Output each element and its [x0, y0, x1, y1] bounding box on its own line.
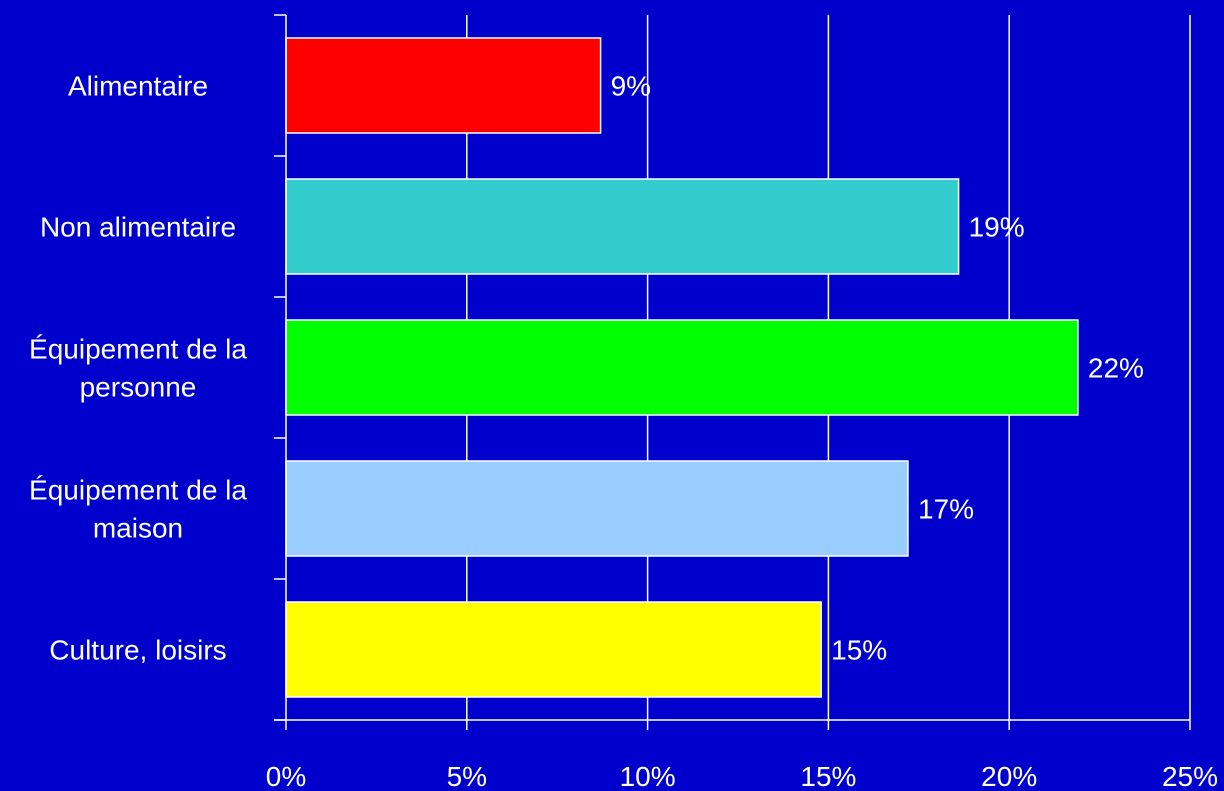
- category-label-2: Équipement de la personne: [29, 334, 247, 403]
- category-label-line: Culture, loisirs: [49, 635, 226, 666]
- bar-2: [285, 319, 1079, 416]
- data-label-1: 19%: [969, 212, 1025, 243]
- x-tick-label-5: 5%: [447, 761, 487, 791]
- category-label-4: Culture, loisirs: [49, 635, 226, 666]
- category-label-line: Équipement de la: [29, 475, 247, 506]
- x-tick-label-20: 20%: [981, 761, 1037, 791]
- bar-4: [285, 601, 822, 698]
- x-tick-label-15: 15%: [800, 761, 856, 791]
- bar-1: [285, 178, 960, 275]
- category-label-line: Non alimentaire: [40, 212, 236, 243]
- x-tick-label-0: 0%: [266, 761, 306, 791]
- data-label-0: 9%: [611, 71, 651, 102]
- category-label-line: Alimentaire: [68, 71, 208, 102]
- category-label-line: Équipement de la: [29, 334, 247, 365]
- category-label-0: Alimentaire: [68, 71, 208, 102]
- data-label-3: 17%: [918, 494, 974, 525]
- category-label-line: personne: [80, 372, 197, 403]
- category-label-3: Équipement de la maison: [29, 475, 247, 544]
- labels: 9% 19% 22% 17% 15% 0% 5% 10% 15% 20% 25% Alimentair…: [29, 71, 1218, 791]
- data-label-2: 22%: [1088, 353, 1144, 384]
- axes: [274, 14, 1191, 730]
- bar-3: [285, 460, 909, 557]
- category-label-1: Non alimentaire: [40, 212, 236, 243]
- bar-0: [285, 37, 602, 134]
- category-label-line: maison: [93, 513, 183, 544]
- x-tick-label-25: 25%: [1162, 761, 1218, 791]
- bars: [285, 37, 1079, 698]
- data-label-4: 15%: [831, 635, 887, 666]
- x-tick-label-10: 10%: [620, 761, 676, 791]
